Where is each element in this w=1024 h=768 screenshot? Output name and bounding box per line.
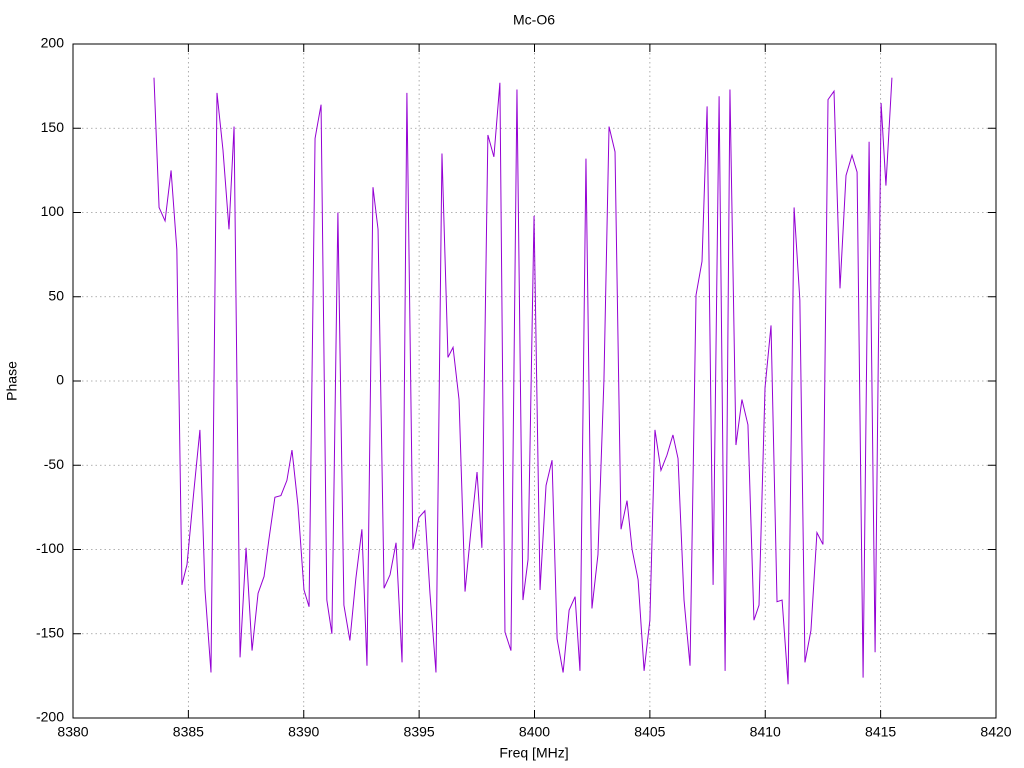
x-tick-label: 8415 xyxy=(865,724,896,740)
y-tick-label: 200 xyxy=(41,35,65,51)
y-axis-label: Phase xyxy=(4,361,20,401)
plot-border xyxy=(72,43,997,719)
x-tick-label: 8380 xyxy=(57,724,88,740)
x-tick-label: 8390 xyxy=(288,724,319,740)
y-tick-label: -50 xyxy=(44,456,64,472)
x-tick-label: 8405 xyxy=(634,724,665,740)
x-tick-label: 8410 xyxy=(750,724,781,740)
y-tick-label: 50 xyxy=(48,287,64,303)
x-tick-label: 8420 xyxy=(980,724,1011,740)
y-tick-label: 100 xyxy=(41,203,65,219)
x-tick-label: 8400 xyxy=(519,724,550,740)
x-tick-label: 8385 xyxy=(173,724,204,740)
y-tick-label: -200 xyxy=(36,709,64,725)
y-tick-label: 150 xyxy=(41,119,65,135)
chart-title: Mc-O6 xyxy=(513,12,555,28)
x-tick-label: 8395 xyxy=(404,724,435,740)
data-line xyxy=(153,77,893,685)
y-tick-label: -150 xyxy=(36,624,64,640)
x-axis-label: Freq [MHz] xyxy=(499,745,568,761)
y-tick-label: 0 xyxy=(56,372,64,388)
y-tick-label: -100 xyxy=(36,540,64,556)
